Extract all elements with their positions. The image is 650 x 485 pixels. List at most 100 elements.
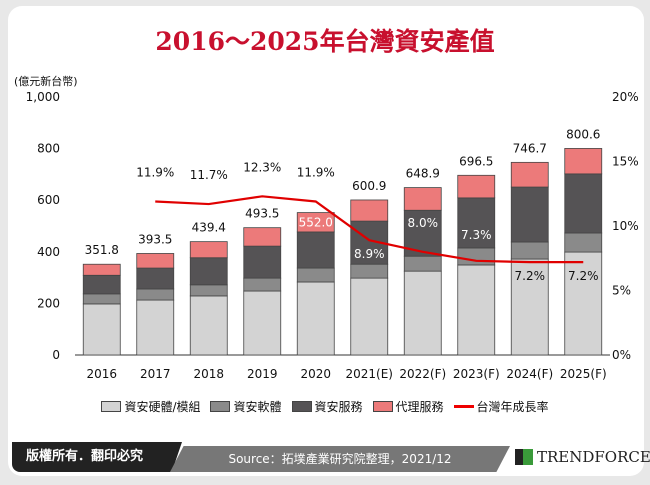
bar-segment	[457, 174, 496, 199]
bar-segment	[350, 277, 389, 356]
bar-segment	[189, 257, 228, 286]
legend-item: 代理服務	[372, 398, 444, 415]
bar-segment	[403, 187, 442, 211]
bar-segment	[243, 245, 282, 279]
y-tick-label: 400	[37, 245, 60, 259]
total-label: 746.7	[513, 141, 547, 155]
bar-segment	[564, 148, 603, 175]
bar-segment	[243, 290, 282, 356]
x-tick-label: 2017	[140, 367, 171, 381]
x-tick-label: 2022(F)	[399, 367, 446, 381]
total-label: 648.9	[406, 167, 440, 181]
bar-segment	[350, 263, 389, 279]
bar-segment	[457, 247, 496, 266]
growth-label: 11.9%	[297, 165, 335, 179]
bar-segment	[457, 264, 496, 356]
y-tick-label: 600	[37, 193, 60, 207]
bar-segment	[136, 253, 175, 269]
x-tick-label: 2019	[247, 367, 278, 381]
bar-segment	[296, 267, 335, 283]
growth-label: 11.9%	[136, 165, 174, 179]
x-tick-label: 2023(F)	[453, 367, 500, 381]
bar-segment	[510, 161, 549, 188]
bar-segment	[136, 267, 175, 290]
bar-segment	[350, 199, 389, 222]
bar-segment	[243, 227, 282, 247]
trendforce-logo: TRENDFORCE	[515, 448, 650, 466]
legend-label: 資安服務	[314, 400, 363, 414]
y-axis-label: (億元新台幣)	[14, 75, 78, 88]
bar-segment	[403, 270, 442, 356]
x-tick-label: 2018	[193, 367, 224, 381]
source-note: Source：拓墣產業研究院整理，2021/12	[170, 446, 510, 472]
growth-label: 12.3%	[243, 160, 281, 174]
total-label: 696.5	[459, 154, 493, 168]
total-label: 439.4	[192, 221, 226, 235]
bar-segment	[564, 173, 603, 234]
bar-segment	[403, 255, 442, 272]
total-label: 800.6	[566, 127, 600, 141]
total-label: 393.5	[138, 232, 172, 246]
y-tick-label: 1,000	[26, 90, 60, 104]
bar-segment	[189, 241, 228, 259]
y2-tick-label: 15%	[612, 155, 639, 169]
legend-item: 台灣年成長率	[453, 398, 549, 415]
legend-swatch	[372, 401, 393, 412]
chart-title: 2016～2025年台灣資安產值	[155, 27, 495, 56]
y-tick-label: 800	[37, 142, 60, 156]
x-tick-label: 2016	[86, 367, 117, 381]
y2-tick-label: 0%	[612, 348, 631, 362]
total-label: 351.8	[85, 243, 119, 257]
growth-line	[155, 195, 584, 264]
y-tick-label: 0	[52, 348, 60, 362]
bar-segment	[82, 293, 121, 305]
copyright: 版權所有．翻印必究	[12, 442, 182, 472]
legend-label: 資安硬體/模組	[124, 400, 201, 414]
legend-item: 資安服務	[291, 398, 363, 415]
logo-mark-icon	[515, 449, 533, 465]
total-label: 552.0	[299, 216, 333, 230]
growth-label: 7.2%	[515, 269, 546, 283]
x-tick-label: 2024(F)	[506, 367, 553, 381]
growth-label: 7.3%	[461, 228, 492, 242]
y2-tick-label: 10%	[612, 219, 639, 233]
legend-label: 資安軟體	[233, 400, 282, 414]
growth-label: 11.7%	[190, 168, 228, 182]
y-tick-label: 200	[37, 296, 60, 310]
bar-segment	[564, 251, 603, 356]
bar-segment	[564, 232, 603, 253]
legend-swatch	[210, 401, 231, 412]
growth-label: 7.2%	[568, 269, 599, 283]
legend-label: 代理服務	[395, 400, 444, 414]
legend-line	[453, 405, 474, 408]
bar-segment	[189, 284, 228, 297]
bar-segment	[296, 212, 335, 233]
x-tick-label: 2020	[300, 367, 331, 381]
bar-segment	[82, 263, 121, 276]
total-label: 600.9	[352, 179, 386, 193]
bar-segment	[82, 274, 121, 295]
growth-label: 8.9%	[354, 247, 385, 261]
bar-segment	[189, 295, 228, 356]
legend-swatch	[291, 401, 312, 412]
bar-segment	[136, 288, 175, 301]
bar-segment	[510, 258, 549, 356]
y2-tick-label: 20%	[612, 90, 639, 104]
growth-label: 8.0%	[408, 216, 439, 230]
bar-segment	[243, 277, 282, 292]
bar-segment	[296, 281, 335, 356]
legend-label: 台灣年成長率	[476, 400, 549, 414]
bar-segment	[510, 186, 549, 243]
total-label: 493.5	[245, 207, 279, 221]
bar-segment	[296, 231, 335, 269]
bar-segment	[136, 299, 175, 356]
bar-segment	[457, 197, 496, 249]
bar-segment	[510, 241, 549, 260]
legend: 資安硬體/模組 資安軟體 資安服務 代理服務 台灣年成長率	[0, 398, 650, 415]
bar-segment	[82, 303, 121, 356]
legend-item: 資安硬體/模組	[101, 398, 200, 415]
legend-swatch	[101, 401, 122, 412]
y2-tick-label: 5%	[612, 284, 631, 298]
legend-item: 資安軟體	[210, 398, 282, 415]
